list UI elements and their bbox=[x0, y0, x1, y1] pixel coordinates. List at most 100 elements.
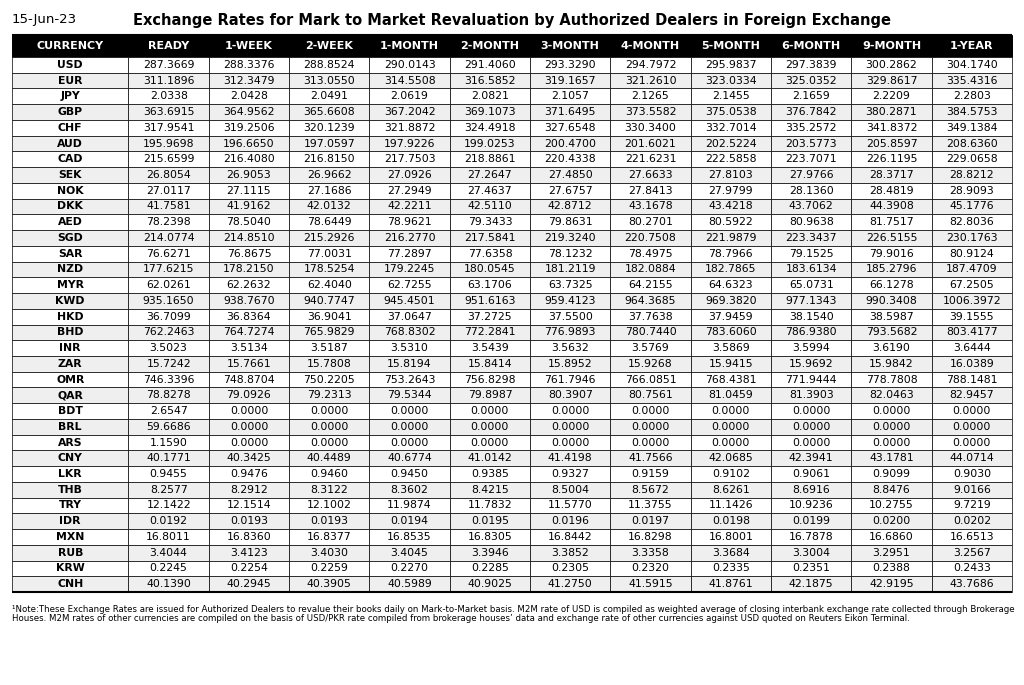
Bar bbox=[289, 340, 370, 356]
Text: 40.2945: 40.2945 bbox=[226, 579, 271, 589]
Bar bbox=[530, 309, 610, 325]
Bar bbox=[610, 529, 691, 545]
Text: 0.2285: 0.2285 bbox=[471, 563, 509, 573]
Bar bbox=[450, 545, 530, 560]
Bar bbox=[289, 309, 370, 325]
Text: 216.4080: 216.4080 bbox=[223, 154, 274, 164]
Bar bbox=[932, 167, 1012, 183]
Bar bbox=[691, 246, 771, 262]
Bar bbox=[209, 325, 289, 340]
Bar bbox=[530, 450, 610, 466]
Bar bbox=[691, 576, 771, 592]
Bar bbox=[12, 576, 128, 592]
Text: 371.6495: 371.6495 bbox=[545, 107, 596, 117]
Text: 80.7561: 80.7561 bbox=[628, 390, 673, 400]
Text: 27.2647: 27.2647 bbox=[468, 170, 512, 180]
Bar bbox=[610, 403, 691, 419]
Bar bbox=[771, 576, 851, 592]
Text: 63.1706: 63.1706 bbox=[468, 280, 512, 290]
Text: 3.4030: 3.4030 bbox=[310, 548, 348, 558]
Text: 0.0000: 0.0000 bbox=[229, 406, 268, 416]
Text: 45.1776: 45.1776 bbox=[949, 201, 994, 212]
Bar bbox=[209, 513, 289, 529]
Text: 311.1896: 311.1896 bbox=[143, 75, 195, 86]
Text: 8.6916: 8.6916 bbox=[793, 485, 830, 495]
Text: 27.0117: 27.0117 bbox=[146, 186, 191, 196]
Bar bbox=[450, 466, 530, 482]
Text: 10.2755: 10.2755 bbox=[869, 501, 913, 510]
Text: 0.9455: 0.9455 bbox=[150, 469, 187, 479]
Bar bbox=[610, 293, 691, 309]
Text: 40.3425: 40.3425 bbox=[226, 453, 271, 463]
Text: 15.8194: 15.8194 bbox=[387, 359, 432, 369]
Text: KWD: KWD bbox=[55, 296, 85, 306]
Text: 0.0000: 0.0000 bbox=[551, 438, 590, 447]
Text: 26.8054: 26.8054 bbox=[146, 170, 191, 180]
Bar bbox=[691, 560, 771, 576]
Text: 15.9692: 15.9692 bbox=[788, 359, 834, 369]
Text: LKR: LKR bbox=[58, 469, 82, 479]
Bar bbox=[851, 419, 932, 435]
Bar bbox=[851, 199, 932, 214]
Bar bbox=[530, 529, 610, 545]
Text: 288.8524: 288.8524 bbox=[303, 60, 355, 70]
Bar bbox=[932, 230, 1012, 246]
Text: 2-WEEK: 2-WEEK bbox=[305, 41, 353, 51]
Bar bbox=[128, 419, 209, 435]
Text: 82.0463: 82.0463 bbox=[869, 390, 913, 400]
Text: 16.8298: 16.8298 bbox=[629, 532, 673, 542]
Text: 365.6608: 365.6608 bbox=[303, 107, 355, 117]
Text: 222.5858: 222.5858 bbox=[706, 154, 757, 164]
Bar bbox=[128, 151, 209, 167]
Bar bbox=[128, 466, 209, 482]
Text: 16.8535: 16.8535 bbox=[387, 532, 432, 542]
Text: 0.0000: 0.0000 bbox=[952, 406, 991, 416]
Bar bbox=[932, 120, 1012, 136]
Text: 0.9061: 0.9061 bbox=[793, 469, 830, 479]
Bar bbox=[530, 545, 610, 560]
Text: 44.0714: 44.0714 bbox=[949, 453, 994, 463]
Bar bbox=[691, 183, 771, 199]
Bar bbox=[12, 325, 128, 340]
Text: HKD: HKD bbox=[57, 312, 84, 322]
Text: 312.3479: 312.3479 bbox=[223, 75, 274, 86]
Text: 0.2335: 0.2335 bbox=[712, 563, 750, 573]
Text: 183.6134: 183.6134 bbox=[785, 264, 837, 275]
Bar bbox=[370, 230, 450, 246]
Bar bbox=[370, 545, 450, 560]
Bar bbox=[12, 309, 128, 325]
Text: 764.7274: 764.7274 bbox=[223, 327, 274, 338]
Bar bbox=[851, 151, 932, 167]
Bar bbox=[209, 372, 289, 388]
Text: 0.0000: 0.0000 bbox=[471, 406, 509, 416]
Bar bbox=[691, 73, 771, 88]
Text: 27.4850: 27.4850 bbox=[548, 170, 593, 180]
Text: 78.9621: 78.9621 bbox=[387, 217, 432, 227]
Text: 324.4918: 324.4918 bbox=[464, 123, 516, 133]
Text: 42.3941: 42.3941 bbox=[788, 453, 834, 463]
Text: 935.1650: 935.1650 bbox=[142, 296, 195, 306]
Text: 16.6513: 16.6513 bbox=[949, 532, 994, 542]
Bar bbox=[851, 340, 932, 356]
Text: 42.1875: 42.1875 bbox=[788, 579, 834, 589]
Bar bbox=[610, 183, 691, 199]
Bar bbox=[691, 497, 771, 513]
Bar bbox=[610, 230, 691, 246]
Text: 179.2245: 179.2245 bbox=[384, 264, 435, 275]
Bar bbox=[932, 104, 1012, 120]
Bar bbox=[610, 340, 691, 356]
Bar bbox=[851, 262, 932, 277]
Text: 0.0192: 0.0192 bbox=[150, 516, 187, 526]
Text: 40.6774: 40.6774 bbox=[387, 453, 432, 463]
Bar bbox=[289, 167, 370, 183]
Text: 40.4489: 40.4489 bbox=[307, 453, 351, 463]
Text: 79.5344: 79.5344 bbox=[387, 390, 432, 400]
Bar bbox=[771, 246, 851, 262]
Bar bbox=[289, 230, 370, 246]
Text: 3.5187: 3.5187 bbox=[310, 343, 348, 353]
Bar bbox=[289, 513, 370, 529]
Bar bbox=[289, 529, 370, 545]
Text: 80.2701: 80.2701 bbox=[628, 217, 673, 227]
Bar bbox=[610, 466, 691, 482]
Text: 380.2871: 380.2871 bbox=[865, 107, 918, 117]
